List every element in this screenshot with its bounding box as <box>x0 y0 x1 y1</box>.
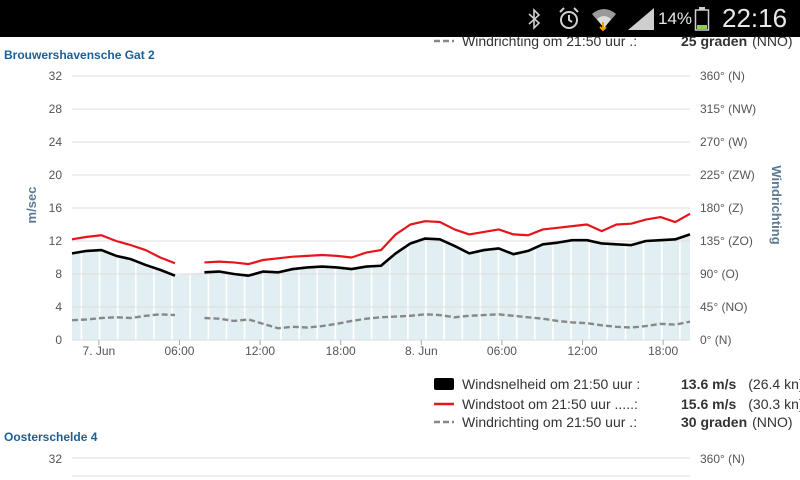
y-tick-label-right: 360° (N) <box>700 69 745 83</box>
y-tick-label: 8 <box>55 267 62 281</box>
x-ticks: 7. Jun 06:00 12:00 18:00 8. Jun 06:00 12:00 18:… <box>83 340 678 358</box>
bluetooth-icon <box>527 0 541 37</box>
series-line-windsnelheid <box>71 248 176 277</box>
legend-gust: Windstoot om 21:50 uur .....: 15.6 m/s (… <box>434 395 800 413</box>
series-lines <box>71 212 691 330</box>
x-tick-label: 06:00 <box>487 344 517 358</box>
legend-direction-value: 30 graden <box>681 414 748 430</box>
legend-gust-extra: (30.3 kn) <box>748 396 800 412</box>
legend-direction: Windrichting om 21:50 uur .: 30 graden (… <box>434 413 793 431</box>
legend-direction-label: Windrichting om 21:50 uur .: <box>462 33 638 49</box>
legend-gust-value: 15.6 m/s <box>681 396 737 412</box>
legend-speed-extra: (26.4 kn) <box>748 376 800 392</box>
battery-icon <box>694 0 710 37</box>
y-ticks-left: 0 4 8 12 16 20 24 28 32 <box>49 69 63 347</box>
clock: 22:16 <box>722 3 788 33</box>
y-tick-label-right: 0° (N) <box>700 333 731 347</box>
legend-speed: Windsnelheid om 21:50 uur : 13.6 m/s (26… <box>434 375 800 393</box>
y-tick-label: 12 <box>49 234 63 248</box>
x-tick-label: 12:00 <box>245 344 275 358</box>
y-axis-label-right: Windrichting <box>769 165 784 244</box>
y-tick-label: 16 <box>49 201 63 215</box>
x-tick-label: 18:00 <box>326 344 356 358</box>
y-tick-label-right: 90° (O) <box>700 267 739 281</box>
y-tick-label: 24 <box>49 135 63 149</box>
station-title: Brouwershavensche Gat 2 <box>4 48 155 62</box>
wifi-icon <box>590 0 618 37</box>
y-tick-label: 20 <box>49 168 63 182</box>
legend-direction-extra: (NNO) <box>752 414 793 430</box>
gust-swatch <box>434 402 454 406</box>
speed-swatch <box>434 378 454 390</box>
legend-gust-label: Windstoot om 21:50 uur .....: <box>462 396 638 412</box>
signal-icon <box>626 0 656 37</box>
status-bar: 14% 22:16 <box>0 0 800 37</box>
series-line-windrichting <box>71 313 176 322</box>
y-tick-label-right: 135° (ZO) <box>700 234 753 248</box>
direction-swatch <box>434 39 454 43</box>
y-tick-label-right: 180° (Z) <box>700 201 743 215</box>
series-line-windstoot <box>204 212 691 266</box>
legend-speed-value: 13.6 m/s <box>681 376 737 392</box>
y-tick-label: 0 <box>55 333 62 347</box>
legend-direction-value: 25 graden <box>681 33 748 49</box>
y-tick-label-right: 315° (NW) <box>700 102 756 116</box>
battery-percent: 14% <box>658 8 693 28</box>
station2-tick-right: 360° (N) <box>700 452 745 466</box>
speed-area <box>72 136 690 340</box>
x-tick-label: 7. Jun <box>83 344 116 358</box>
series-line-windrichting <box>204 313 691 330</box>
station2-tick-left: 32 <box>49 452 63 466</box>
y-tick-label-right: 225° (ZW) <box>700 168 755 182</box>
x-tick-label: 06:00 <box>164 344 194 358</box>
x-tick-label: 18:00 <box>648 344 678 358</box>
station-title: Oosterschelde 4 <box>4 430 98 444</box>
y-axis-label-left: m/sec <box>24 187 39 224</box>
legend-direction-label: Windrichting om 21:50 uur .: <box>462 414 638 430</box>
legend-speed-label: Windsnelheid om 21:50 uur : <box>462 376 641 392</box>
series-line-windstoot <box>71 234 176 265</box>
y-ticks-right: 0° (N) 45° (NO) 90° (O) 135° (ZO) 180° (Z) 22… <box>700 69 756 347</box>
series-line-windsnelheid <box>204 233 691 277</box>
grid-lines <box>72 75 690 341</box>
x-tick-label: 8. Jun <box>405 344 438 358</box>
y-tick-label: 28 <box>49 102 63 116</box>
legend-direction-top: Windrichting om 21:50 uur .: 25 graden (… <box>434 32 793 50</box>
x-tick-label: 12:00 <box>568 344 598 358</box>
alarm-icon <box>556 0 582 37</box>
y-tick-label-right: 45° (NO) <box>700 300 747 314</box>
y-tick-label-right: 270° (W) <box>700 135 747 149</box>
direction-swatch <box>434 420 454 424</box>
y-tick-label: 32 <box>49 69 63 83</box>
y-tick-label: 4 <box>55 300 62 314</box>
legend-direction-extra: (NNO) <box>752 33 793 49</box>
